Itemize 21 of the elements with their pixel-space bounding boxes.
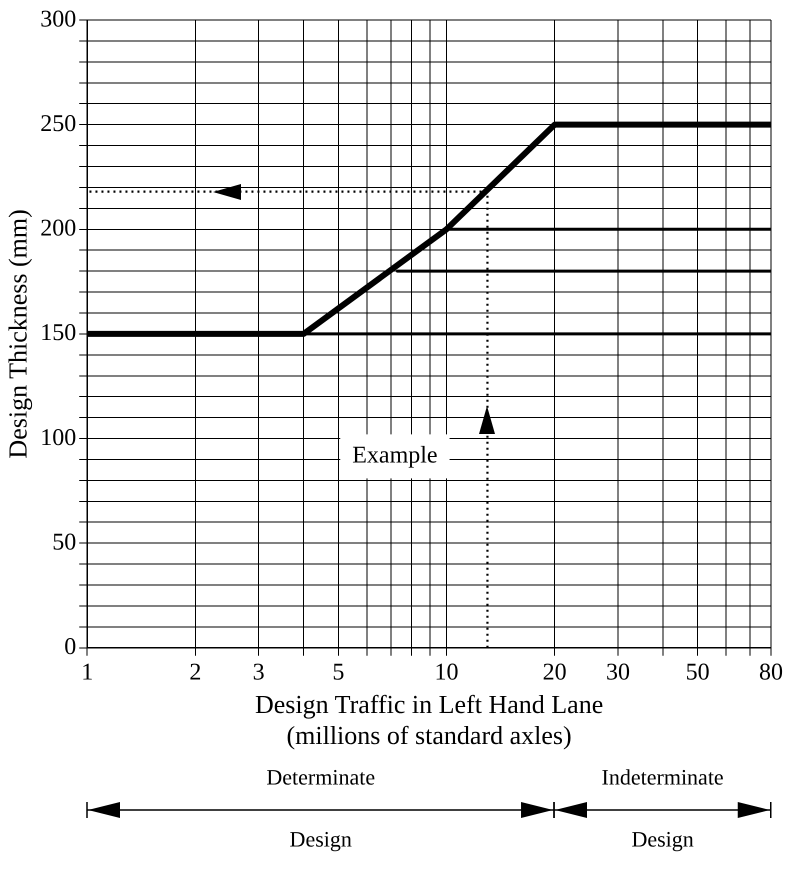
x-tick-label: 20 [542,659,567,686]
x-tick-label: 5 [332,659,344,686]
text: Indeterminate Design [602,764,724,852]
y-tick-label: 150 [40,320,76,346]
annotation: Example [352,442,438,469]
text: Determinate Design [266,764,376,852]
y-tick-label: 200 [40,216,76,242]
x-tick-label: 10 [434,659,459,686]
y-tick-label: 100 [40,424,76,451]
x-tick-label: 2 [189,659,202,686]
x-tick-label: 3 [252,659,265,686]
x-tick-label: 1 [81,659,94,686]
y-tick-label: 0 [64,634,76,660]
x-tick-label: 50 [686,659,710,686]
y-tick-label: 250 [40,110,76,137]
x-tick-label: 80 [759,659,783,686]
x-axis-title: Design Traffic in Left Hand Lane (millions of standard axles) [254,690,604,750]
y-tick-label: 50 [52,529,76,556]
x-tick-label: 30 [606,659,630,686]
y-axis-title: Design Thickness (mm) [3,209,32,459]
y-tick-label: 300 [40,6,76,32]
